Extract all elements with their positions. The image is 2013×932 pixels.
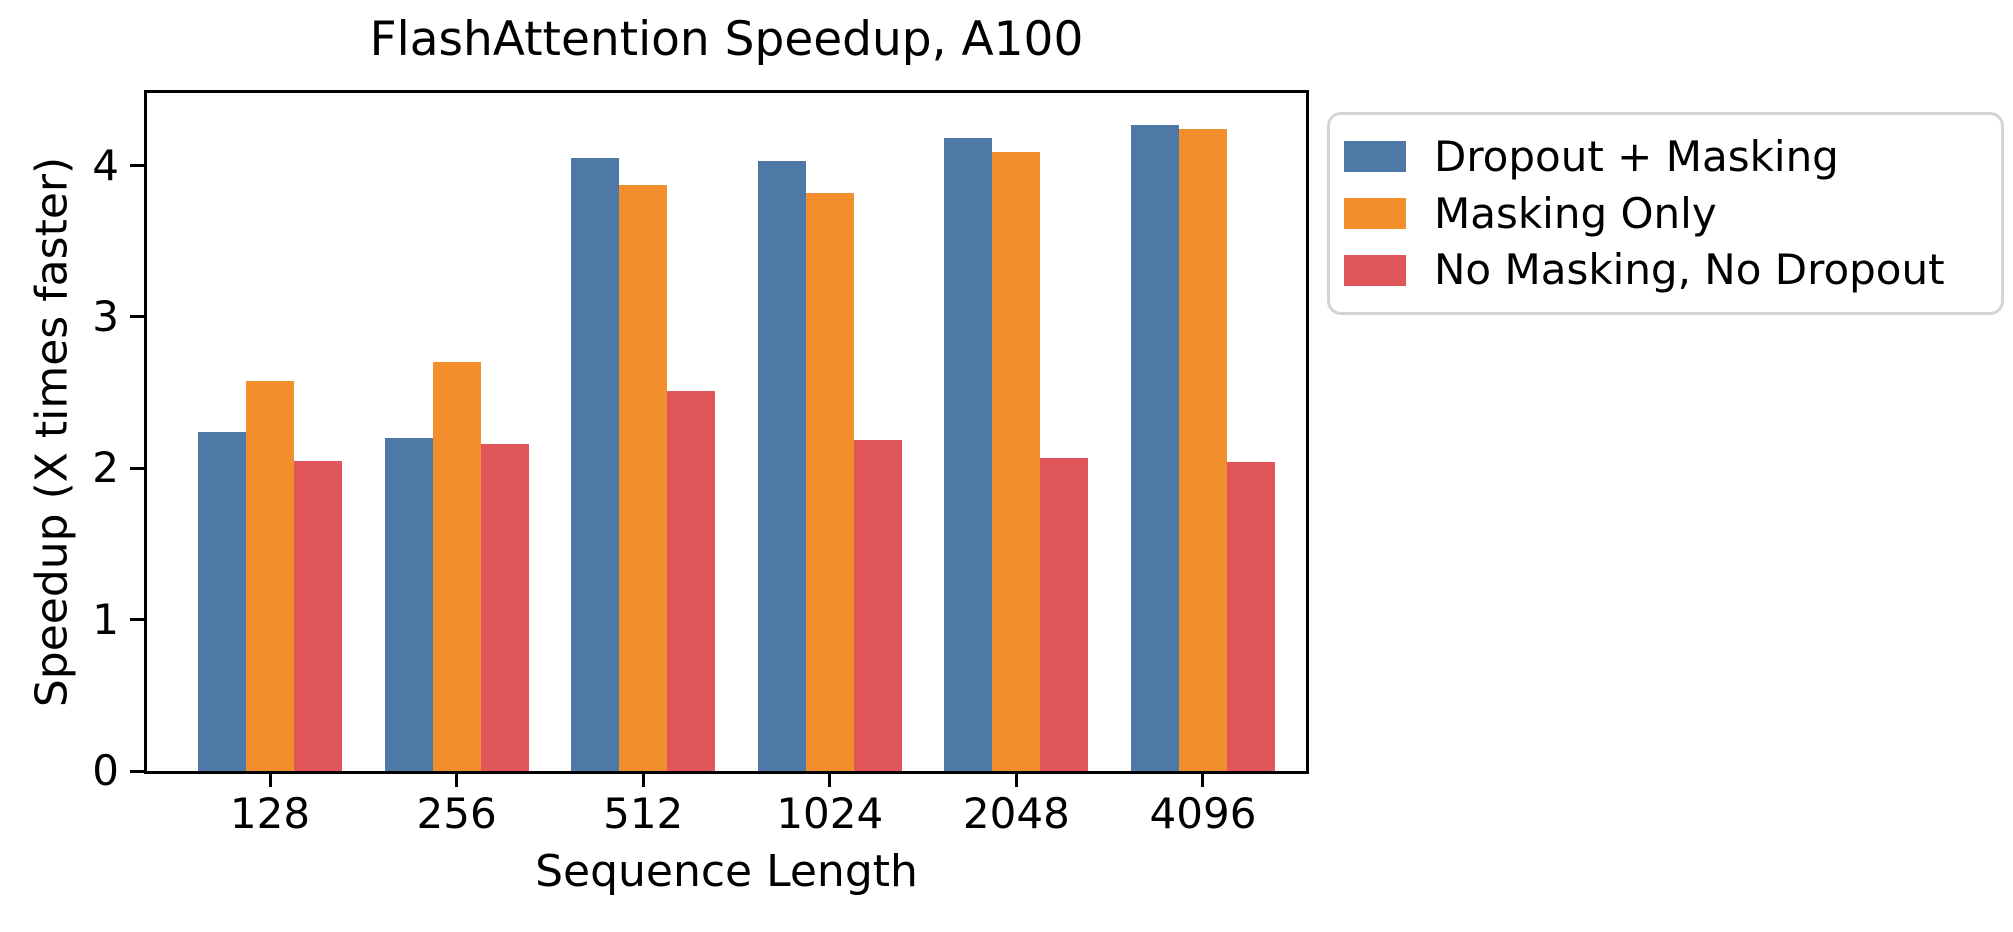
bar: [198, 432, 246, 771]
bar: [853, 439, 902, 771]
bar: [944, 138, 993, 771]
legend-swatch: [1344, 198, 1406, 229]
legend-label: No Masking, No Dropout: [1434, 245, 1945, 295]
chart-title: FlashAttention Speedup, A100: [369, 12, 1084, 67]
bar-group-256: 256: [384, 93, 529, 835]
legend-label: Masking Only: [1434, 188, 1717, 238]
bar: [1226, 462, 1275, 771]
x-tick-mark: [455, 774, 459, 787]
y-tick-mark: [130, 769, 144, 773]
x-tick-mark: [268, 774, 272, 787]
bar-group-128: 128: [198, 93, 342, 835]
plot-area: 0 1 2 3 4 128 256 512 1024 2048 4096: [92, 90, 1309, 835]
bar: [1178, 129, 1227, 771]
x-tick-mark: [1201, 774, 1205, 787]
bar: [1040, 457, 1089, 771]
bar: [294, 460, 342, 771]
bar: [619, 185, 668, 771]
bar-group-512: 512: [571, 93, 716, 835]
bar: [480, 444, 529, 771]
y-tick-mark: [130, 466, 144, 470]
bar: [246, 380, 294, 771]
bars-layer: 128 256 512 1024 2048 4096: [147, 93, 1306, 835]
bar: [432, 362, 481, 771]
x-tick-mark: [1014, 774, 1018, 787]
bar: [992, 152, 1041, 771]
legend-swatch: [1344, 141, 1406, 173]
bar: [667, 391, 716, 771]
bar: [757, 161, 806, 771]
x-tick-label: 1024: [776, 789, 884, 838]
legend-entry: Masking Only: [1344, 188, 1981, 238]
y-tick-label: 3: [92, 291, 119, 341]
x-axis-label: Sequence Length: [535, 846, 918, 897]
x-tick-mark: [641, 774, 645, 787]
bar: [1130, 124, 1179, 771]
y-tick-mark: [130, 315, 144, 319]
bar: [384, 438, 433, 771]
legend-label: Dropout + Masking: [1434, 131, 1839, 181]
x-tick-label: 2048: [962, 789, 1070, 838]
y-tick-label: 4: [92, 140, 119, 190]
x-tick-label: 4096: [1149, 789, 1257, 838]
x-tick-label: 512: [603, 789, 684, 838]
y-tick-label: 2: [92, 443, 119, 493]
x-tick-mark: [828, 774, 832, 787]
bar: [571, 158, 620, 771]
bar: [805, 192, 854, 771]
x-tick-label: 128: [229, 789, 311, 838]
legend-entry: No Masking, No Dropout: [1344, 249, 1981, 291]
bar-group-2048: 2048: [944, 93, 1089, 835]
y-tick-label: 1: [92, 594, 119, 644]
y-tick-mark: [130, 164, 144, 168]
bar-group-1024: 1024: [757, 93, 902, 835]
legend-swatch: [1344, 254, 1406, 286]
x-tick-label: 256: [416, 789, 497, 838]
bar-group-4096: 4096: [1130, 93, 1275, 835]
y-tick-label: 0: [92, 746, 119, 795]
legend: Dropout + Masking Masking Only No Masking,…: [1327, 112, 2004, 315]
y-tick-mark: [130, 618, 144, 622]
legend-entry: Dropout + Masking: [1344, 131, 1981, 181]
